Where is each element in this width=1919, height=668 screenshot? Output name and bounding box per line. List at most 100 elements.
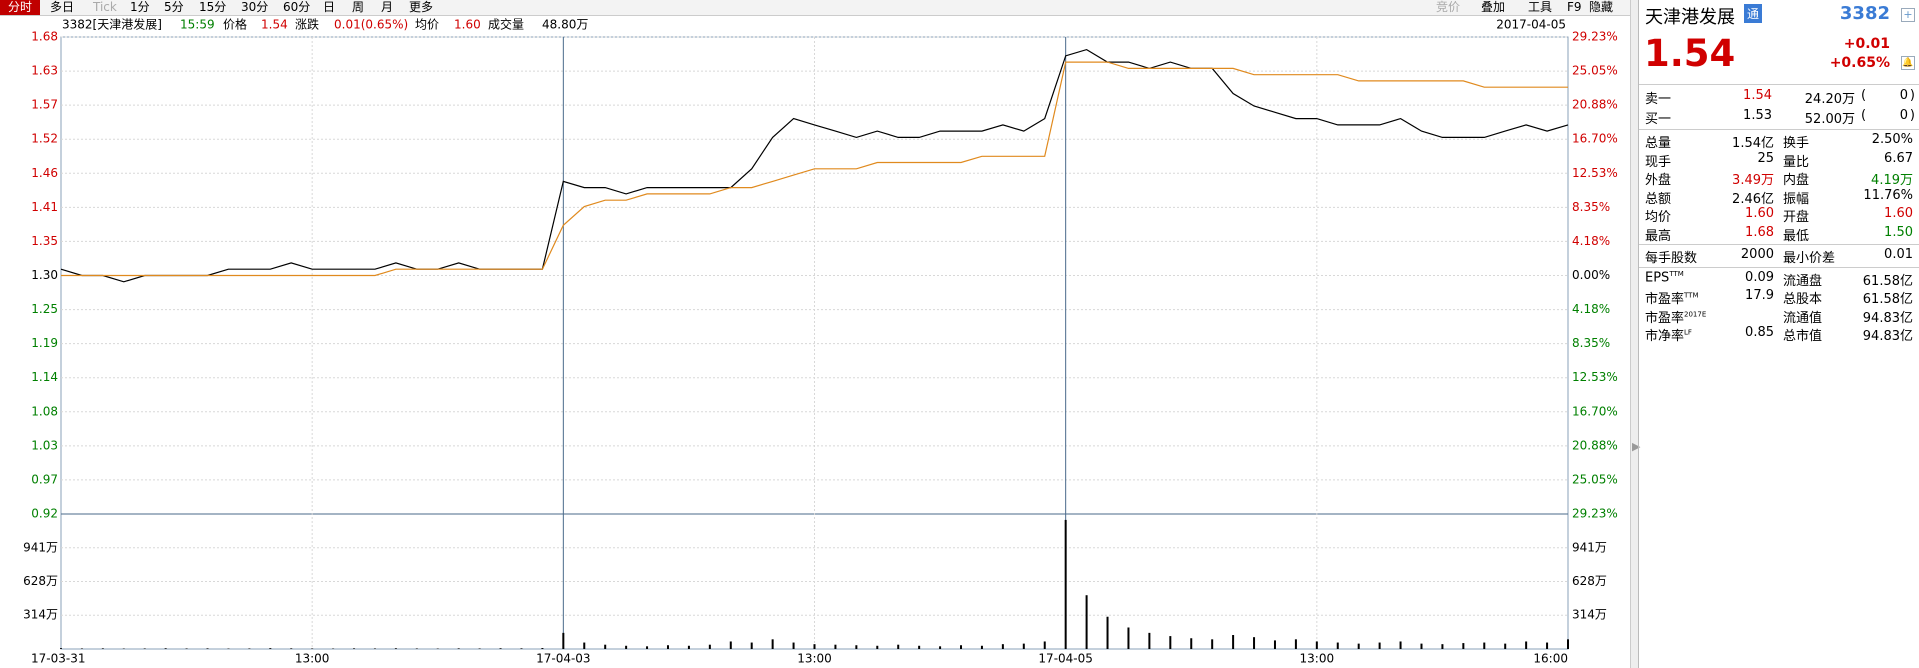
add-button[interactable]: + [1901, 8, 1915, 22]
volume-bar [1546, 642, 1549, 649]
row-label: 买一 [1645, 112, 1672, 127]
stat-label: 振幅 [1783, 191, 1810, 207]
stat-label: 市净率LF [1645, 328, 1692, 344]
tab[interactable]: 15分 [199, 0, 227, 14]
volume-bar [960, 645, 963, 649]
stat-value: 0.85 [1745, 325, 1774, 340]
stat-value: 0.09 [1745, 269, 1774, 285]
tab[interactable]: 5分 [164, 0, 184, 14]
y-tick-label: 1.41 [31, 200, 58, 214]
stat-label: 最小价差 [1783, 251, 1836, 266]
volume-bar [353, 648, 356, 649]
tool[interactable]: 工具 [1528, 0, 1553, 14]
info-stock: 3382[天津港发展] [62, 17, 162, 32]
stat-value: 17.9 [1745, 288, 1774, 303]
last-price: 1.54 [1644, 32, 1736, 75]
volume-bar [80, 648, 83, 649]
row-count: 0 [1899, 88, 1908, 103]
y2-tick-label: 4.18% [1572, 234, 1610, 248]
y2-tick-label: 25.05% [1572, 64, 1618, 78]
vol-tick-label: 628万 [23, 574, 58, 588]
alert-button[interactable]: 🔔 [1901, 56, 1915, 70]
tab[interactable]: 月 [381, 0, 394, 14]
volume-bar [248, 648, 251, 649]
volume-bar [415, 648, 418, 649]
volume-bar [708, 644, 711, 649]
tab[interactable]: 分时 [0, 0, 41, 15]
tab[interactable]: 60分 [283, 0, 311, 14]
volume-bar [1211, 639, 1214, 649]
badge[interactable]: 通 [1744, 4, 1763, 23]
stat-label: 市盈率TTM [1645, 291, 1699, 307]
stat-sup: 2017E [1684, 310, 1707, 319]
stat-value: 94.83亿 [1862, 310, 1913, 326]
volume-bar [918, 645, 921, 649]
stat-label: 量比 [1783, 154, 1810, 170]
stat-value: 2.46亿 [1732, 191, 1774, 207]
y2-tick-label: 4.18% [1572, 302, 1610, 316]
row-count: 0 [1899, 108, 1908, 123]
volume-bar [541, 648, 544, 649]
paren: ) [1909, 108, 1915, 123]
volume-bar [1085, 595, 1088, 649]
row-price: 1.53 [1743, 108, 1772, 123]
y-tick-label: 1.63 [31, 64, 58, 78]
row-price: 1.54 [1743, 88, 1772, 103]
x-tick-label: 17-03-31 [31, 652, 85, 666]
divider [1639, 266, 1919, 268]
x-tick-label: 17-04-05 [1038, 652, 1092, 666]
tab[interactable]: 1分 [130, 0, 150, 14]
stat-value: 1.54亿 [1732, 136, 1774, 151]
tool[interactable]: 隐藏 [1589, 0, 1614, 14]
divider [1639, 84, 1919, 85]
volume-bar [1294, 639, 1297, 649]
volume-bar [1127, 627, 1130, 649]
volume-bar [143, 648, 146, 649]
stat-value: 1.60 [1884, 206, 1913, 221]
volume-bar [1441, 644, 1444, 649]
stat-label: 流通值 [1783, 310, 1823, 326]
stat-value: 1.50 [1884, 224, 1913, 240]
x-tick-label: 13:00 [295, 652, 330, 666]
volume-bar [1106, 616, 1109, 649]
y-tick-label: 1.30 [31, 268, 58, 282]
volume-bar [206, 648, 209, 649]
tab[interactable]: 更多 [409, 0, 434, 14]
volume-bar [373, 648, 376, 649]
y-tick-label: 1.03 [31, 438, 58, 452]
tab[interactable]: 日 [323, 0, 336, 14]
volume-bar [1483, 642, 1486, 649]
volume-bar [980, 645, 983, 649]
volume-bar [666, 645, 669, 649]
volume-bar [1169, 636, 1172, 649]
volume-bar [1399, 641, 1402, 649]
volume-bar [604, 644, 607, 649]
stat-sup: LF [1684, 328, 1692, 337]
volume-bar [1043, 641, 1046, 649]
stat-value: 2.50% [1871, 132, 1913, 147]
volume-bar [625, 645, 628, 649]
stat-label: 流通盘 [1783, 273, 1823, 289]
y-tick-label: 1.57 [31, 98, 58, 112]
stat-label: 总市值 [1783, 329, 1823, 344]
y2-tick-label: 12.53% [1572, 370, 1618, 384]
tool[interactable]: 竞价 [1436, 0, 1461, 14]
y-tick-label: 1.35 [31, 234, 58, 248]
volume-bar [1232, 635, 1235, 649]
volume-bar [1504, 643, 1507, 649]
tab[interactable]: 周 [352, 0, 365, 14]
tab[interactable]: 30分 [241, 0, 269, 14]
tool[interactable]: F9 [1567, 0, 1582, 14]
y2-tick-label: 12.53% [1572, 166, 1618, 180]
tab[interactable]: 多日 [50, 0, 75, 14]
stat-label: 最高 [1645, 228, 1672, 244]
collapse-strip[interactable]: ▶ [1630, 0, 1640, 668]
tab[interactable]: Tick [93, 0, 117, 14]
price-line [60, 48, 1569, 283]
volume-bar [520, 648, 523, 649]
tool[interactable]: 叠加 [1481, 0, 1506, 14]
volume-bar [101, 648, 104, 649]
volume-bar [269, 648, 272, 649]
stat-label: 开盘 [1783, 210, 1810, 225]
volume-bar [499, 648, 502, 649]
